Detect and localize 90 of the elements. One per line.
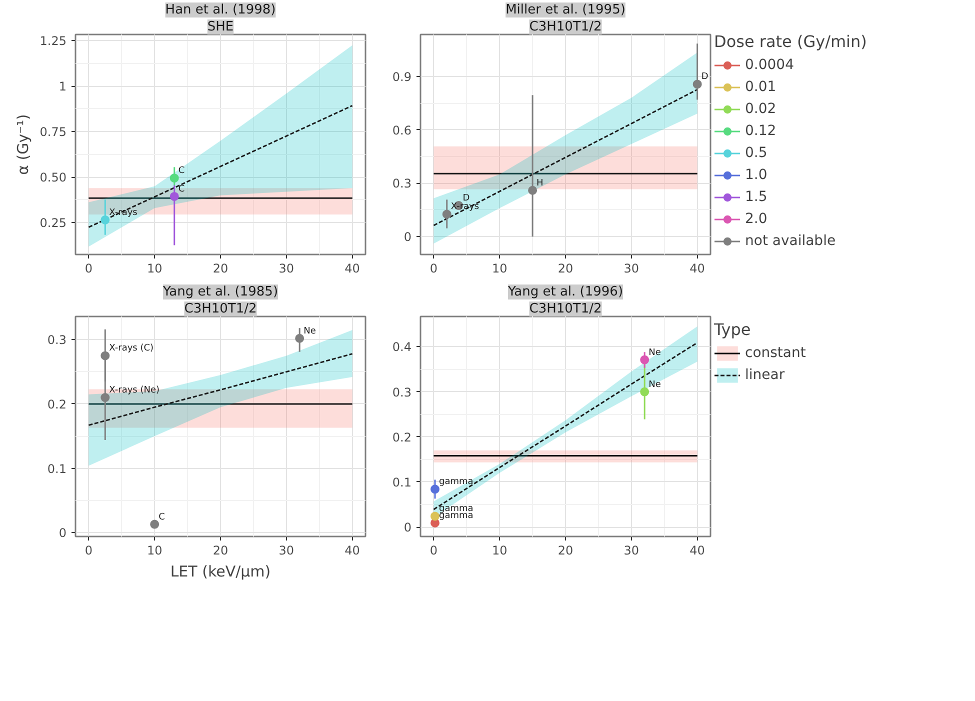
x-tick-label: 20 xyxy=(558,262,574,276)
x-tick-label: 10 xyxy=(492,262,508,276)
line-series xyxy=(88,353,354,426)
y-tick-label: 0.4 xyxy=(392,340,412,354)
annotation: X-rays (C) xyxy=(109,344,154,354)
annotation: H xyxy=(536,178,544,188)
y-tick-label: 0.2 xyxy=(392,430,412,444)
y-tick-label: 0 xyxy=(404,230,412,244)
chart-subtitle: C3H10T1/2 xyxy=(529,302,602,316)
x-tick-label: 30 xyxy=(624,262,640,276)
y-tick-label: 0.3 xyxy=(392,385,412,400)
chart-subtitle: SHE xyxy=(207,20,234,34)
x-tick-label: 0 xyxy=(84,262,93,276)
legend-label: 0.02 xyxy=(745,101,776,117)
x-tick-label: 40 xyxy=(344,262,360,276)
legend-label: constant xyxy=(745,345,806,361)
point xyxy=(100,351,110,360)
x-tick-label: 20 xyxy=(212,262,228,276)
legend-label: not available xyxy=(745,233,836,249)
annotation: X-rays (Ne) xyxy=(109,386,160,396)
annotation: C xyxy=(178,184,185,194)
point xyxy=(640,355,650,364)
y-tick-label: 0 xyxy=(404,520,412,535)
y-tick-label: 0.75 xyxy=(40,125,66,140)
x-tick-label: 10 xyxy=(146,262,162,276)
legend-label: 0.01 xyxy=(745,79,776,95)
legend-label: 1.0 xyxy=(745,167,768,183)
x-tick-label: 20 xyxy=(558,544,574,558)
chart-subtitle: C3H10T1/2 xyxy=(184,302,257,316)
point xyxy=(295,334,304,343)
y-tick-label: 0.25 xyxy=(40,216,66,230)
x-tick-label: 0 xyxy=(84,544,93,558)
legend-label: 2.0 xyxy=(745,211,768,227)
point xyxy=(100,393,110,402)
y-tick-label: 0.3 xyxy=(47,333,67,348)
legend-title: Dose rate (Gy/min) xyxy=(714,32,867,51)
annotation: Ne xyxy=(304,326,316,336)
point xyxy=(170,192,179,201)
annotation: C xyxy=(178,166,185,176)
chart-title: Yang et al. (1985) xyxy=(162,284,278,300)
y-tick-label: 0.1 xyxy=(392,475,412,490)
y-tick-label: 0.50 xyxy=(40,170,66,185)
legend-label: 1.5 xyxy=(745,189,768,205)
x-tick-label: 40 xyxy=(344,544,360,558)
chart-title: Miller et al. (1995) xyxy=(506,2,626,18)
annotation: C xyxy=(158,512,165,522)
x-tick-label: 30 xyxy=(278,544,294,558)
annotation: D xyxy=(462,194,470,204)
y-tick-label: 0.1 xyxy=(47,462,67,476)
y-tick-label: 0.2 xyxy=(47,397,67,412)
point xyxy=(430,484,440,494)
x-tick-label: 10 xyxy=(146,544,162,558)
annotation: Ne xyxy=(648,380,662,390)
point xyxy=(170,174,179,183)
legend-label: 0.0004 xyxy=(745,57,794,73)
y-tick-label: 0 xyxy=(58,526,67,540)
point xyxy=(692,80,702,89)
y-tick-label: 1 xyxy=(58,80,67,94)
x-tick-label: 20 xyxy=(212,544,228,558)
chart-title: Yang et al. (1996) xyxy=(506,284,624,300)
annotation: gamma xyxy=(439,477,474,488)
chart-title: Han et al. (1998) xyxy=(165,2,276,18)
x-tick-label: 0 xyxy=(430,544,438,558)
x-axis-title: LET (keV/µm) xyxy=(170,562,271,580)
y-tick-label: 0.6 xyxy=(392,123,412,138)
annotation: Ne xyxy=(648,348,662,358)
x-tick-label: 30 xyxy=(624,544,640,558)
annotation: D xyxy=(701,72,708,82)
annotation: gamma xyxy=(439,504,474,514)
legend-label: linear xyxy=(745,367,785,383)
y-tick-label: 1.25 xyxy=(40,34,66,48)
legend-label: 0.12 xyxy=(745,123,776,139)
point xyxy=(528,186,538,195)
x-tick-label: 30 xyxy=(278,262,294,276)
x-tick-label: 40 xyxy=(690,262,705,276)
point xyxy=(150,520,160,529)
y-tick-label: 0.3 xyxy=(392,176,412,191)
point xyxy=(442,210,452,219)
x-tick-label: 0 xyxy=(430,262,438,276)
y-tick-label: 0.9 xyxy=(392,70,412,84)
x-tick-label: 10 xyxy=(492,544,508,558)
x-tick-label: 40 xyxy=(690,544,705,558)
point xyxy=(100,215,110,224)
y-axis-title: α (Gy⁻¹) xyxy=(14,114,32,175)
point xyxy=(640,387,650,396)
legend-title: Type xyxy=(714,320,752,339)
line-series xyxy=(88,104,354,228)
point xyxy=(430,512,440,521)
legend-label: 0.5 xyxy=(745,145,768,161)
chart-subtitle: C3H10T1/2 xyxy=(529,20,602,34)
